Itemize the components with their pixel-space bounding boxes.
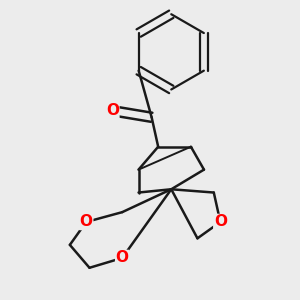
Text: O: O [106, 103, 119, 118]
Text: O: O [116, 250, 129, 266]
Text: O: O [214, 214, 227, 230]
Text: O: O [80, 214, 93, 230]
